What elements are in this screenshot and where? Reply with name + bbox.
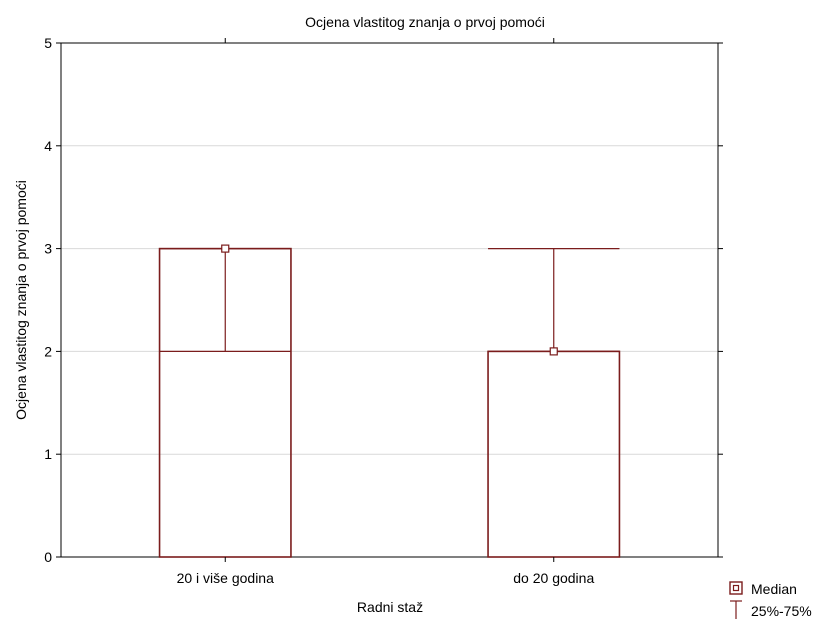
- chart-marks: [158, 244, 621, 558]
- legend-median-box-icon: [729, 581, 743, 595]
- group-0: [158, 244, 292, 558]
- chart-title: Ocjena vlastitog znanja o prvoj pomoći: [305, 14, 545, 30]
- y-tick-label-1: 1: [44, 446, 52, 462]
- x-axis-label: Radni staž: [357, 599, 423, 615]
- y-axis-label: Ocjena vlastitog znanja o prvoj pomoći: [13, 180, 29, 420]
- x-tick-label-1: do 20 godina: [513, 570, 594, 586]
- legend-label-median: Median: [751, 581, 797, 597]
- x-axis: 20 i više godina do 20 godina: [177, 38, 594, 586]
- median-point-0: [221, 244, 230, 253]
- median-point-1: [549, 347, 558, 356]
- legend: Median 25%-75%: [729, 581, 812, 619]
- y-tick-label-5: 5: [44, 35, 52, 51]
- legend-label-range: 25%-75%: [751, 603, 812, 619]
- y-tick-label-2: 2: [44, 343, 52, 359]
- legend-median-point-icon: [732, 584, 740, 592]
- y-tick-label-4: 4: [44, 138, 52, 154]
- group-1: [487, 248, 621, 558]
- x-tick-label-0: 20 i više godina: [177, 570, 275, 586]
- y-tick-label-0: 0: [44, 549, 52, 565]
- y-tick-label-3: 3: [44, 241, 52, 257]
- plot-frame: [60, 42, 719, 558]
- y-axis: 0 1 2 3 4 5: [44, 35, 723, 565]
